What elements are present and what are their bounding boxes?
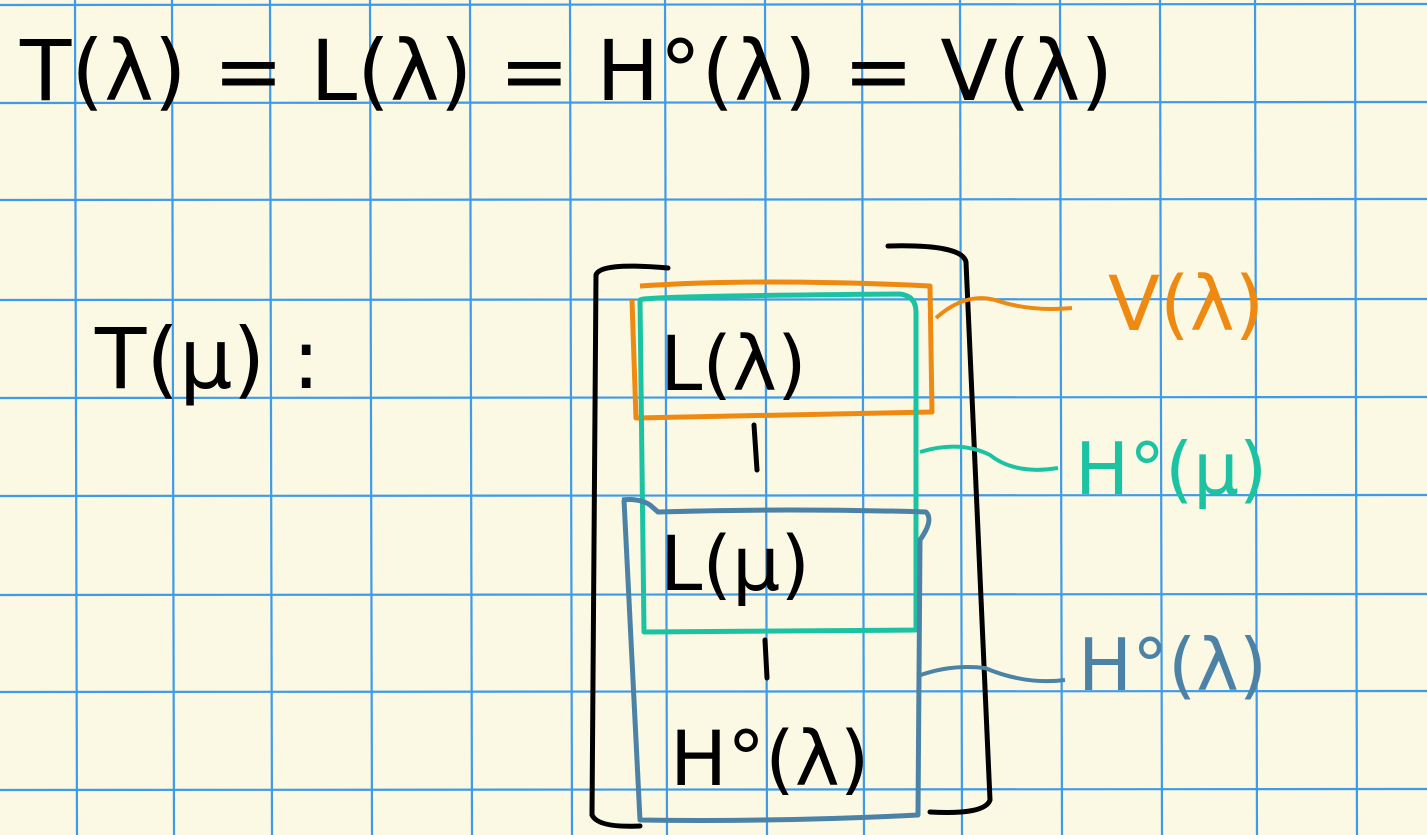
grid-line-vertical bbox=[1058, 0, 1064, 835]
grid-line-vertical bbox=[958, 0, 964, 835]
submodule-label-v-lambda: V(λ) bbox=[1108, 259, 1264, 348]
grid-line-horizontal bbox=[0, 395, 1427, 400]
connector-h0-lambda bbox=[917, 665, 1066, 684]
submodule-box-v-lambda bbox=[629, 279, 935, 421]
submodule-box-h0-lambda bbox=[621, 497, 932, 823]
grid-line-vertical bbox=[1253, 0, 1259, 835]
submodule-box-h0-mu bbox=[637, 291, 919, 635]
grid-line-vertical bbox=[468, 0, 474, 835]
equation-text: T(λ) = L(λ) = H°(λ) = V(λ) bbox=[19, 22, 1113, 120]
grid-line-horizontal bbox=[0, 297, 1427, 302]
connector-v-lambda bbox=[934, 296, 1073, 320]
grid-line-vertical bbox=[368, 0, 374, 835]
grid-line-horizontal bbox=[0, 197, 1427, 202]
grid-line-horizontal bbox=[0, 592, 1427, 597]
composition-factor-l-lambda: L(λ) bbox=[660, 319, 807, 408]
grid-line-vertical bbox=[268, 0, 274, 835]
composition-link-2 bbox=[762, 637, 770, 681]
grid-line-vertical bbox=[1353, 0, 1359, 835]
grid-line-horizontal bbox=[0, 493, 1427, 498]
module-outer-bracket bbox=[589, 243, 993, 829]
submodule-label-h0-lambda: H°(λ) bbox=[1078, 623, 1267, 707]
submodule-label-h0-mu: H°(μ) bbox=[1075, 427, 1267, 511]
grid-line-horizontal bbox=[0, 100, 1427, 105]
composition-factor-h0-lambda: H°(λ) bbox=[670, 714, 869, 803]
connector-h0-mu bbox=[919, 444, 1059, 472]
grid-line-vertical bbox=[73, 0, 79, 835]
grid-line-vertical bbox=[170, 0, 176, 835]
grid-line-horizontal bbox=[0, 689, 1427, 694]
grid-line-horizontal bbox=[0, 787, 1427, 792]
module-label: T(μ) : bbox=[94, 310, 320, 408]
grid-line-horizontal bbox=[0, 2, 1427, 7]
composition-link-1 bbox=[751, 422, 760, 473]
grid-line-vertical bbox=[568, 0, 574, 835]
composition-factor-l-mu: L(μ) bbox=[660, 519, 810, 608]
grid-line-vertical bbox=[860, 0, 866, 835]
grid-line-vertical bbox=[1158, 0, 1164, 835]
